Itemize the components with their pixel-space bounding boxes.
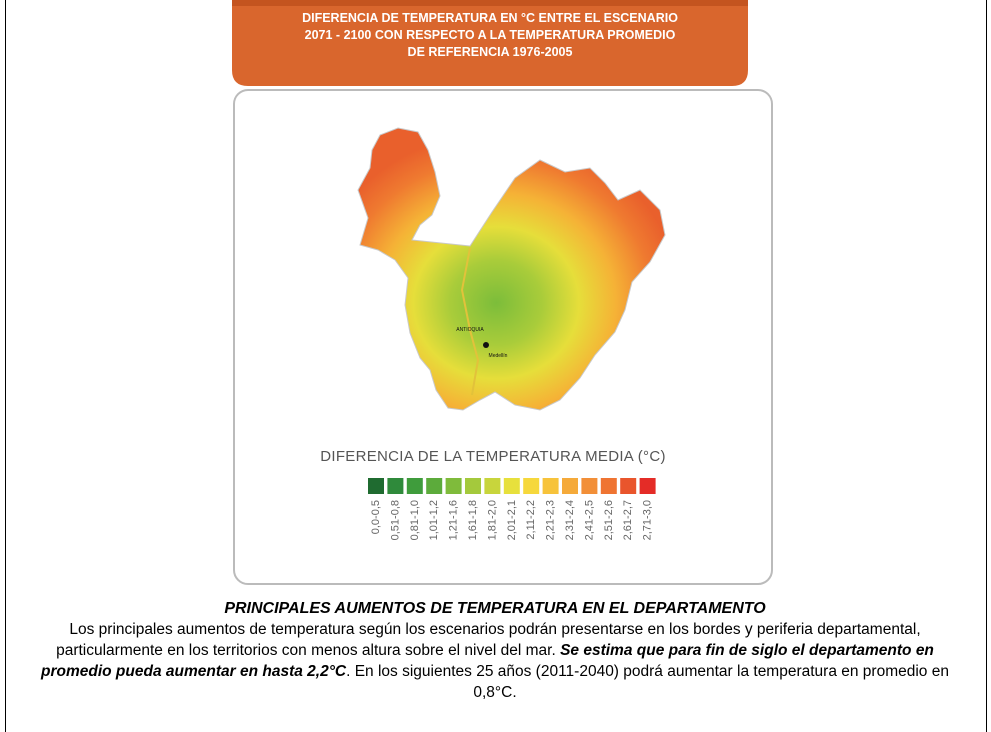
legend-swatch xyxy=(523,478,540,494)
caption-text-part: . En los siguientes 25 años (2011-2040) … xyxy=(346,663,949,701)
region-label: ANTIOQUIA xyxy=(456,327,484,333)
caption-title: PRINCIPALES AUMENTOS DE TEMPERATURA EN E… xyxy=(224,600,766,617)
legend-label: 2,51-2,6 xyxy=(603,500,615,540)
legend-swatch xyxy=(484,478,501,494)
legend-label: 2,61-2,7 xyxy=(622,500,634,540)
page-frame xyxy=(5,0,987,732)
legend-label: 1,01-1,2 xyxy=(428,500,440,540)
map-shape xyxy=(357,127,666,411)
legend-swatch xyxy=(620,478,637,494)
legend-swatch xyxy=(465,478,481,494)
header-line: DIFERENCIA DE TEMPERATURA EN °C ENTRE EL… xyxy=(302,11,678,25)
legend-label: 0,51-0,8 xyxy=(389,500,401,540)
header-strip xyxy=(232,0,748,6)
legend-label: 2,41-2,5 xyxy=(583,500,595,540)
legend-label: 2,21-2,3 xyxy=(545,500,557,540)
header-line: DE REFERENCIA 1976-2005 xyxy=(408,45,573,59)
legend-swatch xyxy=(542,478,559,494)
city-dot xyxy=(483,342,489,348)
legend-swatch xyxy=(600,478,617,494)
legend-label: 2,01-2,1 xyxy=(506,500,518,540)
legend-label: 2,71-3,0 xyxy=(642,500,654,540)
legend-swatch xyxy=(562,478,578,494)
legend-swatch xyxy=(368,478,384,494)
legend-label: 0,0-0,5 xyxy=(370,500,382,534)
legend-label: 0,81-1,0 xyxy=(409,500,421,540)
legend-label: 1,21-1,6 xyxy=(448,500,460,540)
legend-label: 2,31-2,4 xyxy=(564,500,576,540)
legend-label: 2,11-2,2 xyxy=(525,500,537,540)
legend-swatch xyxy=(387,478,404,494)
legend-swatch xyxy=(406,478,423,494)
legend-swatch xyxy=(639,478,656,494)
legend-title: DIFERENCIA DE LA TEMPERATURA MEDIA (°C) xyxy=(320,448,666,465)
legend-swatch xyxy=(426,478,443,494)
header-banner xyxy=(232,0,748,86)
legend-swatch xyxy=(445,478,462,494)
caption-text: Los principales aumentos de temperatura … xyxy=(20,619,970,703)
legend-swatch xyxy=(581,478,598,494)
map-river xyxy=(460,247,480,396)
legend-label: 1,61-1,8 xyxy=(467,500,479,540)
city-label: Medellín xyxy=(489,353,508,359)
figure: DIFERENCIA DE TEMPERATURA EN °C ENTRE EL… xyxy=(232,0,773,585)
legend-swatch xyxy=(503,478,520,494)
caption: PRINCIPALES AUMENTOS DE TEMPERATURA EN E… xyxy=(20,598,970,703)
legend-label: 1,81-2,0 xyxy=(486,500,498,540)
caption-text-bold: Se estima que para fin de siglo el depar… xyxy=(41,642,934,680)
caption-text-part: Los principales aumentos de temperatura … xyxy=(56,621,921,659)
header-line: 2071 - 2100 CON RESPECTO A LA TEMPERATUR… xyxy=(305,28,676,42)
legend: 0,0-0,5 0,51-0,8 0,81-1,0 1,01-1,2 1,21-1,6 1… xyxy=(368,478,656,540)
